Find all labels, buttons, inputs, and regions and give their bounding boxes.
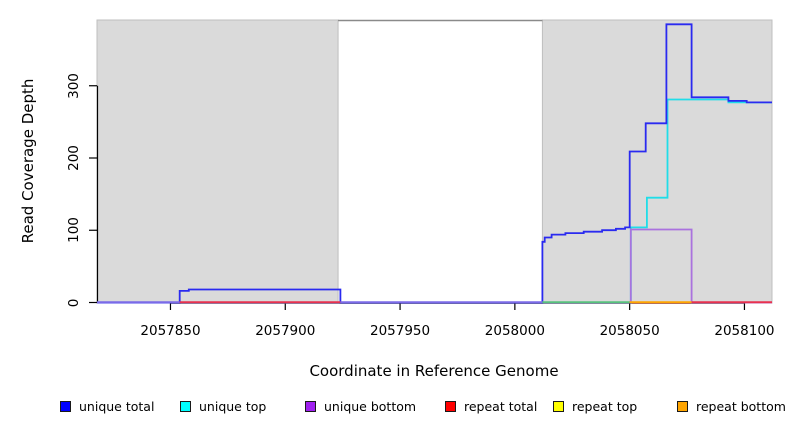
legend-swatch: [305, 400, 316, 412]
y-tick-label: 200: [66, 145, 82, 171]
x-tick-label: 2058000: [484, 323, 545, 339]
y-tick-label: 100: [66, 217, 82, 244]
legend-swatch: [677, 400, 688, 412]
legend-label: unique bottom: [324, 398, 417, 414]
y-axis-title: Read Coverage Depth: [19, 78, 37, 244]
legend-swatch: [445, 400, 456, 412]
y-tick-label: 0: [66, 298, 82, 307]
legend-item-repeat-total: repeat total: [445, 398, 538, 414]
legend-item-repeat-bottom: repeat bottom: [677, 398, 786, 414]
legend-item-unique-bottom: unique bottom: [305, 398, 417, 414]
x-tick-label: 2057950: [369, 323, 431, 339]
legend-label: repeat total: [464, 398, 538, 414]
x-axis-title: Coordinate in Reference Genome: [309, 362, 559, 380]
legend-item-unique-top: unique top: [180, 398, 267, 414]
legend-swatch: [60, 400, 71, 412]
legend-swatch: [553, 400, 564, 412]
shaded-region: [541, 19, 773, 304]
x-tick-label: 2057900: [255, 323, 316, 339]
x-tick-label: 2058100: [714, 323, 775, 339]
series-unique-total: [97, 23, 772, 304]
legend-item-unique-total: unique total: [60, 398, 155, 414]
shaded-region: [96, 19, 339, 304]
legend-item-repeat-top: repeat top: [553, 398, 638, 414]
legend-label: unique total: [79, 398, 155, 414]
legend-label: repeat bottom: [696, 398, 786, 414]
y-tick-label: 300: [66, 72, 82, 99]
legend-swatch: [180, 400, 191, 412]
legend-label: unique top: [199, 398, 267, 414]
x-tick-label: 2057850: [140, 323, 201, 339]
x-tick-label: 2058050: [599, 323, 660, 339]
legend-label: repeat top: [572, 398, 638, 414]
